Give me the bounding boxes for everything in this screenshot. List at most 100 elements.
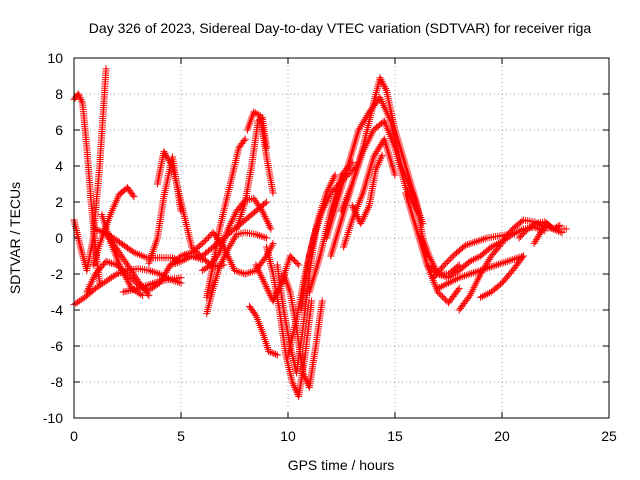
data-point xyxy=(138,283,146,291)
data-point xyxy=(126,281,134,289)
data-point xyxy=(255,268,263,276)
data-point xyxy=(259,233,267,241)
data-point xyxy=(266,290,274,298)
data-point xyxy=(455,284,463,292)
data-point xyxy=(427,256,435,264)
data-point xyxy=(251,310,259,318)
data-point xyxy=(145,266,153,274)
data-point xyxy=(126,265,134,273)
data-point xyxy=(358,216,366,224)
data-point xyxy=(164,155,172,163)
data-point xyxy=(115,269,123,277)
data-point xyxy=(113,270,121,278)
data-point xyxy=(177,252,185,260)
data-point xyxy=(123,275,131,283)
data-point xyxy=(509,256,517,264)
data-point xyxy=(290,382,298,390)
data-point xyxy=(214,250,222,258)
data-point xyxy=(377,153,385,161)
data-point xyxy=(469,256,477,264)
data-point xyxy=(497,241,505,249)
data-point xyxy=(439,272,447,280)
data-point xyxy=(379,79,387,87)
data-point xyxy=(375,158,383,166)
data-point xyxy=(86,281,94,289)
data-point xyxy=(498,259,506,267)
data-point xyxy=(533,234,541,242)
data-point xyxy=(229,236,237,244)
data-point xyxy=(261,281,269,289)
data-point xyxy=(129,191,137,199)
data-point xyxy=(263,216,271,224)
data-point xyxy=(72,299,80,307)
data-point xyxy=(326,182,334,190)
data-point xyxy=(128,268,136,276)
data-point xyxy=(375,144,383,152)
data-point xyxy=(434,284,442,292)
data-point xyxy=(205,262,213,270)
data-point xyxy=(140,283,148,291)
data-point xyxy=(260,279,268,287)
data-point xyxy=(83,288,91,296)
data-point xyxy=(208,259,216,267)
data-point xyxy=(107,259,115,267)
data-point xyxy=(373,164,381,172)
data-point xyxy=(113,245,121,253)
data-point xyxy=(452,269,460,277)
data-point xyxy=(468,269,476,277)
data-point xyxy=(138,292,146,300)
x-tick-label: 5 xyxy=(177,428,185,444)
data-point xyxy=(457,273,465,281)
data-point xyxy=(75,92,83,100)
data-point xyxy=(512,229,520,237)
data-point xyxy=(494,260,502,268)
data-point xyxy=(512,254,520,262)
data-point xyxy=(250,194,258,202)
data-point xyxy=(263,284,271,292)
data-point xyxy=(437,283,445,291)
data-point xyxy=(558,229,566,237)
data-point xyxy=(483,259,491,267)
data-point xyxy=(254,265,262,273)
data-point xyxy=(100,278,108,286)
data-point xyxy=(466,270,474,278)
data-point xyxy=(267,225,275,233)
data-point xyxy=(168,254,176,262)
y-tick-label: -8 xyxy=(51,374,64,390)
data-point xyxy=(175,258,183,266)
data-point xyxy=(469,269,477,277)
data-point xyxy=(286,252,294,260)
data-point xyxy=(121,257,129,265)
data-point xyxy=(435,290,443,298)
data-point xyxy=(260,211,268,219)
data-point xyxy=(88,277,96,285)
data-point xyxy=(97,281,105,289)
data-point xyxy=(437,271,445,279)
data-point xyxy=(331,171,339,179)
data-point xyxy=(256,270,264,278)
data-point xyxy=(74,90,82,98)
data-point xyxy=(150,279,158,287)
data-point xyxy=(240,137,248,144)
data-point xyxy=(264,286,272,294)
data-point xyxy=(270,350,278,358)
x-tick-label: 20 xyxy=(494,428,510,444)
data-point xyxy=(514,228,522,236)
data-point xyxy=(122,274,130,282)
data-point xyxy=(465,240,473,248)
data-point xyxy=(532,236,540,244)
data-point xyxy=(351,207,359,215)
data-point xyxy=(505,257,513,265)
data-point xyxy=(179,251,187,259)
series-track-r xyxy=(243,108,277,197)
data-point xyxy=(364,205,372,213)
data-point xyxy=(111,271,119,279)
data-point xyxy=(263,234,271,242)
data-point xyxy=(378,151,386,159)
data-point xyxy=(109,272,117,280)
data-point xyxy=(259,209,267,217)
x-axis-label: GPS time / hours xyxy=(288,457,395,473)
data-point xyxy=(507,256,515,264)
data-point xyxy=(118,266,126,274)
data-point xyxy=(162,151,170,159)
